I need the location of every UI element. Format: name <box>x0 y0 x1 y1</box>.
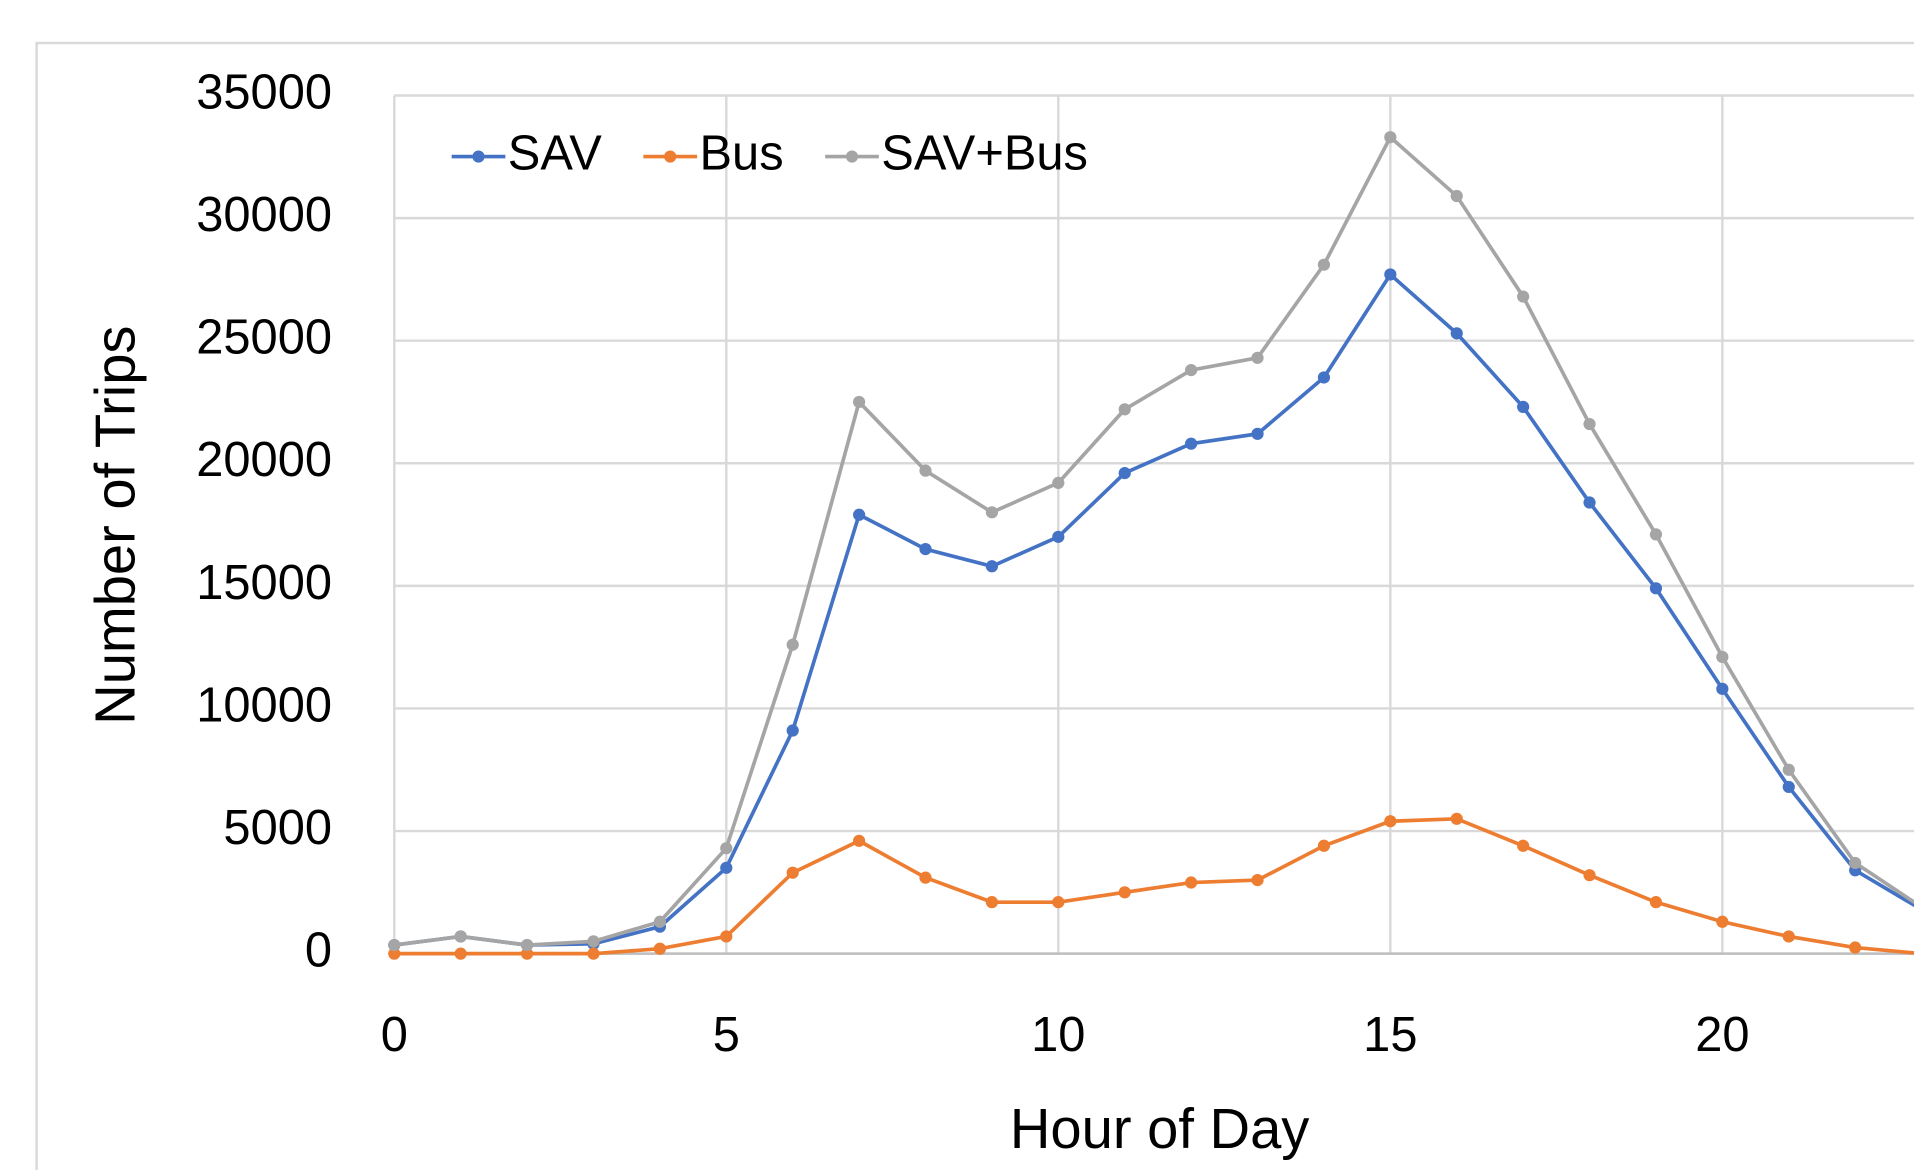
data-point <box>1185 364 1198 377</box>
data-point <box>1649 896 1663 909</box>
data-point <box>1583 496 1596 509</box>
data-point <box>1384 815 1397 828</box>
y-tick-label: 5000 <box>223 801 332 855</box>
legend-label: SAV <box>508 126 602 180</box>
data-point <box>919 542 932 556</box>
x-tick-label: 5 <box>713 1008 740 1062</box>
data-point <box>1118 403 1131 416</box>
data-point <box>1450 189 1463 203</box>
y-tick-label: 25000 <box>196 311 332 365</box>
data-point <box>1450 812 1463 825</box>
data-point <box>454 947 467 960</box>
data-point <box>786 638 799 651</box>
data-point <box>1118 466 1131 480</box>
data-point <box>786 724 799 737</box>
data-point <box>1716 682 1729 695</box>
data-point <box>1782 780 1795 794</box>
data-point <box>454 930 467 943</box>
data-point <box>1517 839 1530 852</box>
x-tick-label: 15 <box>1363 1008 1417 1062</box>
data-point <box>786 866 799 879</box>
data-point <box>587 935 600 948</box>
data-point <box>1782 930 1795 943</box>
y-tick-label: 10000 <box>196 678 332 732</box>
data-point <box>985 560 999 573</box>
data-point <box>1849 856 1862 870</box>
data-point <box>520 938 534 952</box>
data-point <box>1450 327 1463 340</box>
data-point <box>1649 528 1663 541</box>
data-point <box>1517 400 1530 413</box>
x-tick-label: 20 <box>1695 1008 1749 1062</box>
data-point <box>587 947 600 960</box>
data-point <box>1716 915 1729 928</box>
data-point <box>1317 839 1331 852</box>
y-axis-title: Number of Trips <box>83 326 146 725</box>
y-tick-label: 35000 <box>196 65 332 119</box>
legend-marker <box>664 150 677 163</box>
data-point <box>1317 258 1331 271</box>
y-tick-label: 30000 <box>196 188 332 242</box>
y-tick-label: 15000 <box>196 556 332 610</box>
series-line <box>394 816 1914 956</box>
data-point <box>852 508 866 521</box>
data-point <box>1185 437 1198 450</box>
data-point <box>1517 290 1530 303</box>
data-point <box>520 947 534 960</box>
series-line <box>394 271 1914 947</box>
data-point <box>1052 896 1065 909</box>
data-point <box>1782 763 1795 776</box>
data-point <box>1118 886 1131 899</box>
data-point <box>1052 530 1065 543</box>
data-point <box>1251 873 1264 887</box>
y-tick-label: 20000 <box>196 433 332 487</box>
data-point <box>985 506 999 519</box>
data-point <box>1251 351 1264 364</box>
data-point <box>653 915 666 928</box>
x-tick-label: 0 <box>381 1008 408 1062</box>
data-point <box>1716 650 1729 664</box>
legend-marker <box>472 150 485 163</box>
data-point <box>653 942 666 955</box>
legend-label: SAV+Bus <box>881 126 1088 180</box>
x-axis-title: Hour of Day <box>1010 1097 1310 1160</box>
data-point <box>1849 941 1862 954</box>
chart-border <box>35 41 1914 1170</box>
data-point <box>720 861 733 874</box>
data-point <box>1384 131 1397 144</box>
data-point <box>852 834 866 847</box>
data-point <box>985 896 999 909</box>
data-point <box>919 871 932 884</box>
data-point <box>720 930 733 943</box>
data-point <box>1384 268 1397 281</box>
data-point <box>919 464 932 477</box>
data-point <box>720 842 733 855</box>
data-point <box>388 947 401 960</box>
x-tick-label: 10 <box>1031 1008 1085 1062</box>
legend-label: Bus <box>700 126 784 180</box>
data-point <box>1583 417 1596 431</box>
data-point <box>1649 582 1663 595</box>
data-point <box>1185 876 1198 889</box>
series-line <box>394 134 1914 947</box>
data-point <box>852 395 866 409</box>
data-point <box>388 938 401 952</box>
data-point <box>1251 427 1264 440</box>
y-tick-label: 0 <box>305 924 332 978</box>
data-point <box>1317 371 1331 384</box>
legend-marker <box>845 150 859 163</box>
data-point <box>1583 869 1596 882</box>
data-point <box>1052 476 1065 490</box>
